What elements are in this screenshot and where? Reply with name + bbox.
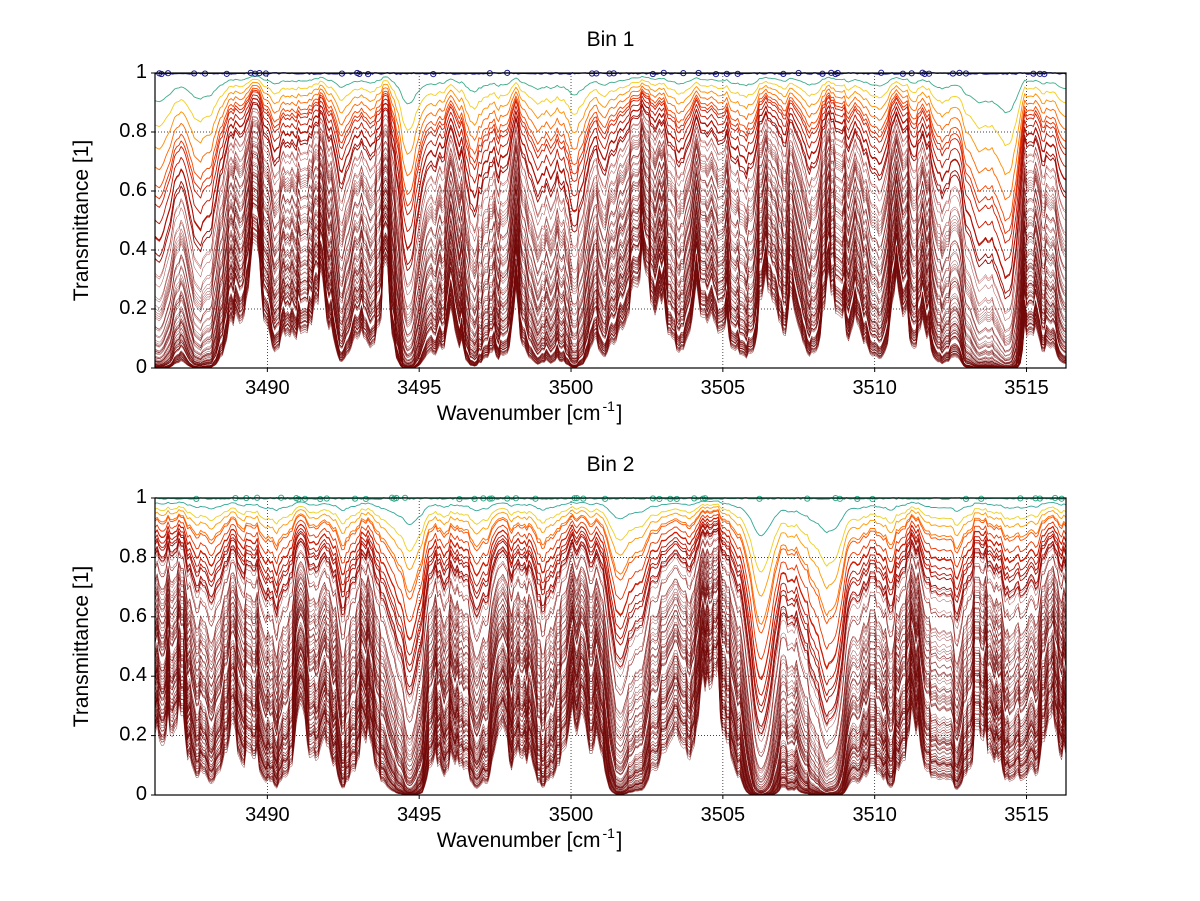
- svg-text:1: 1: [136, 486, 147, 508]
- svg-text:3505: 3505: [701, 377, 746, 399]
- svg-text:0.2: 0.2: [119, 297, 147, 319]
- svg-text:0.6: 0.6: [119, 179, 147, 201]
- svg-text:3500: 3500: [549, 377, 594, 399]
- svg-text:0.4: 0.4: [119, 238, 147, 260]
- svg-text:3510: 3510: [852, 377, 897, 399]
- svg-text:0.8: 0.8: [119, 120, 147, 142]
- svg-text:Wavenumber [cm: Wavenumber [cm: [437, 402, 601, 425]
- svg-text:3505: 3505: [701, 804, 746, 826]
- svg-text:0: 0: [136, 356, 147, 378]
- svg-text:0.6: 0.6: [119, 605, 147, 627]
- svg-text:Bin 1: Bin 1: [587, 28, 635, 51]
- svg-text:3500: 3500: [549, 804, 594, 826]
- svg-text:3510: 3510: [852, 804, 897, 826]
- svg-text:Transmittance [1]: Transmittance [1]: [70, 140, 93, 301]
- svg-text:Wavenumber [cm: Wavenumber [cm: [437, 829, 601, 852]
- svg-text:Bin 2: Bin 2: [587, 453, 635, 476]
- svg-text:3490: 3490: [245, 804, 290, 826]
- svg-text:-1: -1: [603, 398, 616, 414]
- svg-text:0.2: 0.2: [119, 724, 147, 746]
- svg-text:1: 1: [136, 61, 147, 83]
- svg-text:3490: 3490: [245, 377, 290, 399]
- svg-text:3495: 3495: [397, 804, 442, 826]
- svg-text:3495: 3495: [397, 377, 442, 399]
- svg-text:0.8: 0.8: [119, 545, 147, 567]
- svg-text:3515: 3515: [1004, 804, 1049, 826]
- svg-text:Transmittance [1]: Transmittance [1]: [70, 566, 93, 727]
- svg-text:]: ]: [617, 829, 623, 852]
- svg-text:-1: -1: [603, 825, 616, 841]
- svg-text:0: 0: [136, 783, 147, 805]
- svg-text:]: ]: [617, 402, 623, 425]
- svg-text:3515: 3515: [1004, 377, 1049, 399]
- svg-text:0.4: 0.4: [119, 664, 147, 686]
